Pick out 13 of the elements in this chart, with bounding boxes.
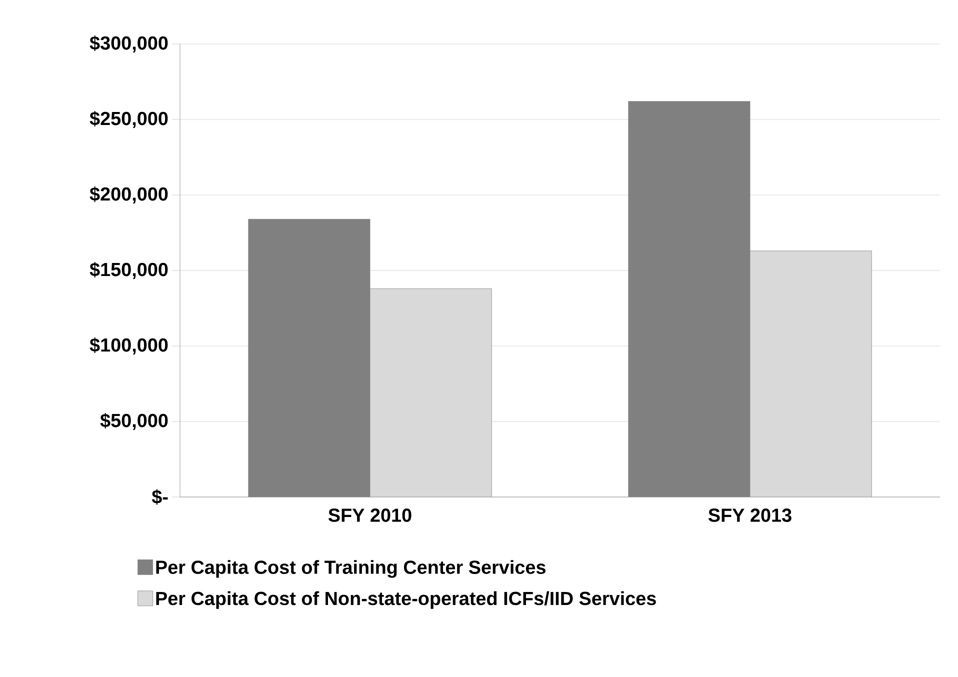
y-tick-label: $100,000 xyxy=(90,338,168,354)
y-tick-label: $250,000 xyxy=(90,111,168,128)
x-tick-label: SFY 2010 xyxy=(328,508,412,522)
y-tick-label: $50,000 xyxy=(100,413,168,430)
bar xyxy=(370,288,492,497)
y-tick-label: $150,000 xyxy=(90,262,168,279)
y-tick-label: $200,000 xyxy=(90,186,168,204)
legend-label: Per Capita Cost of Non-state-operated ICFs/IID Services xyxy=(156,591,656,609)
y-tick-label: $300,000 xyxy=(90,36,168,52)
bar xyxy=(750,250,872,497)
legend-label: Per Capita Cost of Training Center Services xyxy=(156,560,546,578)
x-tick-label: SFY 2013 xyxy=(708,508,792,522)
y-tick-label: $- xyxy=(152,489,168,505)
